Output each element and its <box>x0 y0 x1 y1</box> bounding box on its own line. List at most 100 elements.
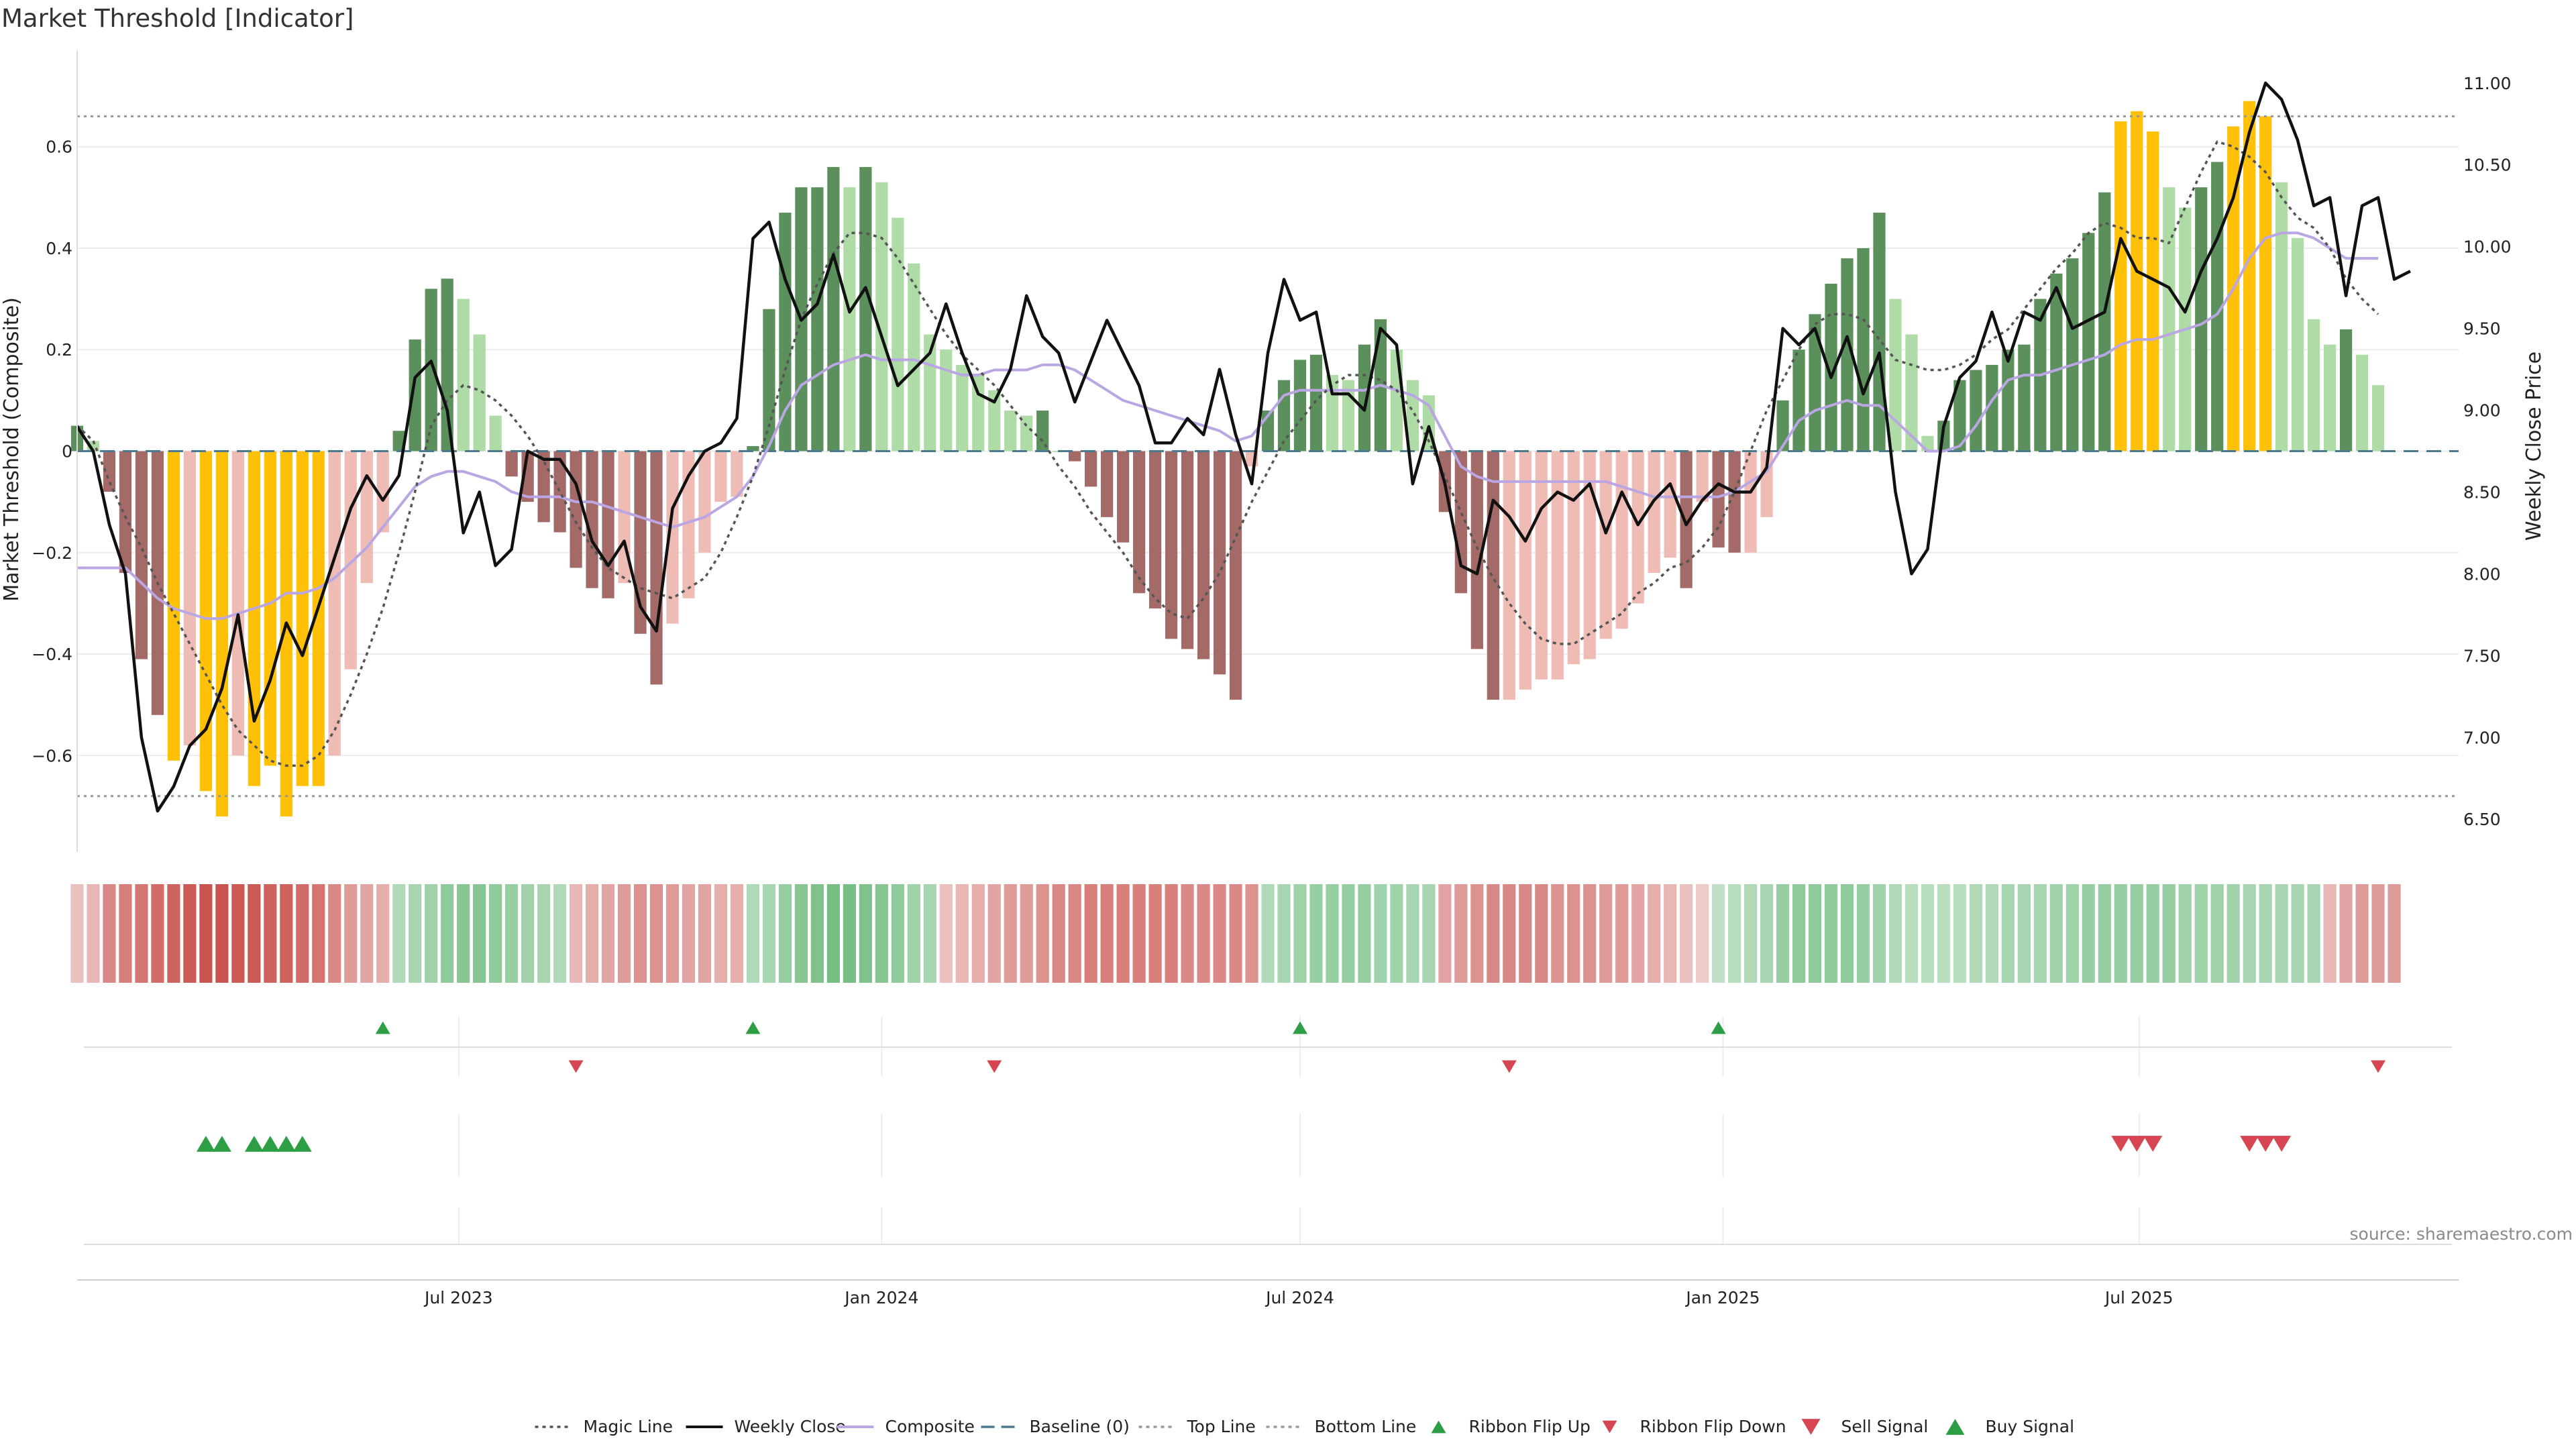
legend-item: Ribbon Flip Down <box>1602 1417 1786 1436</box>
ribbon-cell <box>1985 884 1998 983</box>
ribbon-cell <box>1664 884 1677 983</box>
composite-bar <box>698 451 711 553</box>
composite-bar <box>1503 451 1515 700</box>
ribbon-cell <box>151 884 164 983</box>
legend: Magic Line Weekly Close Composite Baseline … <box>535 1417 2075 1436</box>
composite-bar <box>425 288 437 451</box>
ribbon-cell <box>1293 884 1307 983</box>
ribbon-cell <box>698 884 712 983</box>
ribbon-cell <box>1020 884 1033 983</box>
composite-bar <box>1213 451 1226 675</box>
ribbon-cell <box>328 884 341 983</box>
composite-bar <box>312 451 325 786</box>
composite-bar <box>1744 451 1757 553</box>
composite-bar <box>1970 370 1982 451</box>
legend-item: Weekly Close <box>686 1417 846 1436</box>
ribbon-flip-up-marker <box>375 1021 390 1034</box>
ribbon-cell <box>971 884 985 983</box>
legend-item: Bottom Line <box>1266 1417 1416 1436</box>
sell-signal-marker <box>2240 1136 2259 1152</box>
composite-bar <box>940 350 953 451</box>
axes-layer: 0.6 0.4 0.2 0 −0.2 −0.4 −0.6 11.00 10.50 10.00 9.5… <box>32 50 2512 1307</box>
ribbon-cell <box>2291 884 2304 983</box>
ribbon-cell <box>1068 884 1081 983</box>
ribbon-cell <box>473 884 486 983</box>
composite-bar <box>1873 213 1886 451</box>
ribbon-cell <box>1744 884 1758 983</box>
ribbon-cell <box>617 884 631 983</box>
ribbon-cell <box>409 884 422 983</box>
ribbon-cell <box>2033 884 2047 983</box>
ribbon-cell <box>231 884 245 983</box>
ribbon-cell <box>1422 884 1436 983</box>
composite-bar <box>650 451 663 685</box>
ribbon-cell <box>1326 884 1339 983</box>
ribbon-cell <box>1132 884 1146 983</box>
ribbon-cell <box>392 884 406 983</box>
composite-bar <box>827 166 840 451</box>
left-tick-label: −0.2 <box>32 543 72 563</box>
ribbon-flip-down-marker <box>2371 1060 2386 1073</box>
ribbon-cell <box>1953 884 1967 983</box>
ribbon-cell <box>939 884 953 983</box>
ribbon-cell <box>2098 884 2111 983</box>
ribbon-cell <box>1776 884 1790 983</box>
ribbon-cell <box>601 884 615 983</box>
composite-bar <box>731 451 743 497</box>
sell-signal-marker <box>2272 1136 2292 1152</box>
composite-bar <box>1841 258 1854 451</box>
composite-bar <box>714 451 727 502</box>
ribbon-cell <box>2387 884 2401 983</box>
legend-item: Ribbon Flip Up <box>1431 1417 1591 1436</box>
ribbon-cell <box>649 884 663 983</box>
ribbon-cell <box>2082 884 2095 983</box>
ribbon-cell <box>1084 884 1097 983</box>
legend-label: Buy Signal <box>1986 1417 2075 1436</box>
composite-bar <box>457 299 470 451</box>
legend-item: Buy Signal <box>1945 1417 2075 1436</box>
composite-bar <box>231 451 244 756</box>
composite-bar <box>1648 451 1660 574</box>
ribbon-cell <box>1728 884 1741 983</box>
composite-bar <box>1599 451 1612 639</box>
ribbon-cell <box>119 884 132 983</box>
ribbon-cell <box>2355 884 2369 983</box>
composite-bar <box>1631 451 1644 604</box>
ribbon-cell <box>183 884 197 983</box>
legend-item: Baseline (0) <box>981 1417 1130 1436</box>
ribbon-cell <box>1342 884 1355 983</box>
composite-bar <box>167 451 180 761</box>
ribbon-cell <box>2210 884 2224 983</box>
ribbon-cell <box>505 884 519 983</box>
ribbon-cell <box>1309 884 1323 983</box>
composite-bar <box>2114 121 2127 451</box>
ribbon-cell <box>87 884 100 983</box>
composite-bar <box>1953 380 1966 451</box>
ribbon-cell <box>1519 884 1532 983</box>
ribbon-cell <box>1374 884 1387 983</box>
composite-bar <box>553 451 566 533</box>
ribbon-cell <box>2065 884 2079 983</box>
ribbon-cell <box>794 884 808 983</box>
ribbon-cell <box>1004 884 1017 983</box>
ribbon-cell <box>1631 884 1645 983</box>
ribbon-cell <box>441 884 454 983</box>
ribbon-cell <box>2259 884 2272 983</box>
ribbon-cell <box>746 884 760 983</box>
composite-bar <box>183 451 197 746</box>
composite-bar <box>360 451 373 584</box>
composite-bar <box>505 451 518 477</box>
composite-bar <box>1615 451 1628 629</box>
legend-item: Sell Signal <box>1801 1417 1929 1436</box>
legend-label: Sell Signal <box>1841 1417 1929 1436</box>
right-tick-label: 11.00 <box>2463 74 2512 93</box>
composite-bar <box>119 451 132 574</box>
composite-bar <box>1857 248 1870 451</box>
ribbon-cell <box>376 884 390 983</box>
signal-markers <box>196 1021 2386 1152</box>
composite-bar <box>376 451 389 533</box>
ribbon-cell <box>553 884 567 983</box>
composite-bar <box>779 213 792 451</box>
ribbon-cell <box>569 884 583 983</box>
ribbon-cell <box>923 884 936 983</box>
